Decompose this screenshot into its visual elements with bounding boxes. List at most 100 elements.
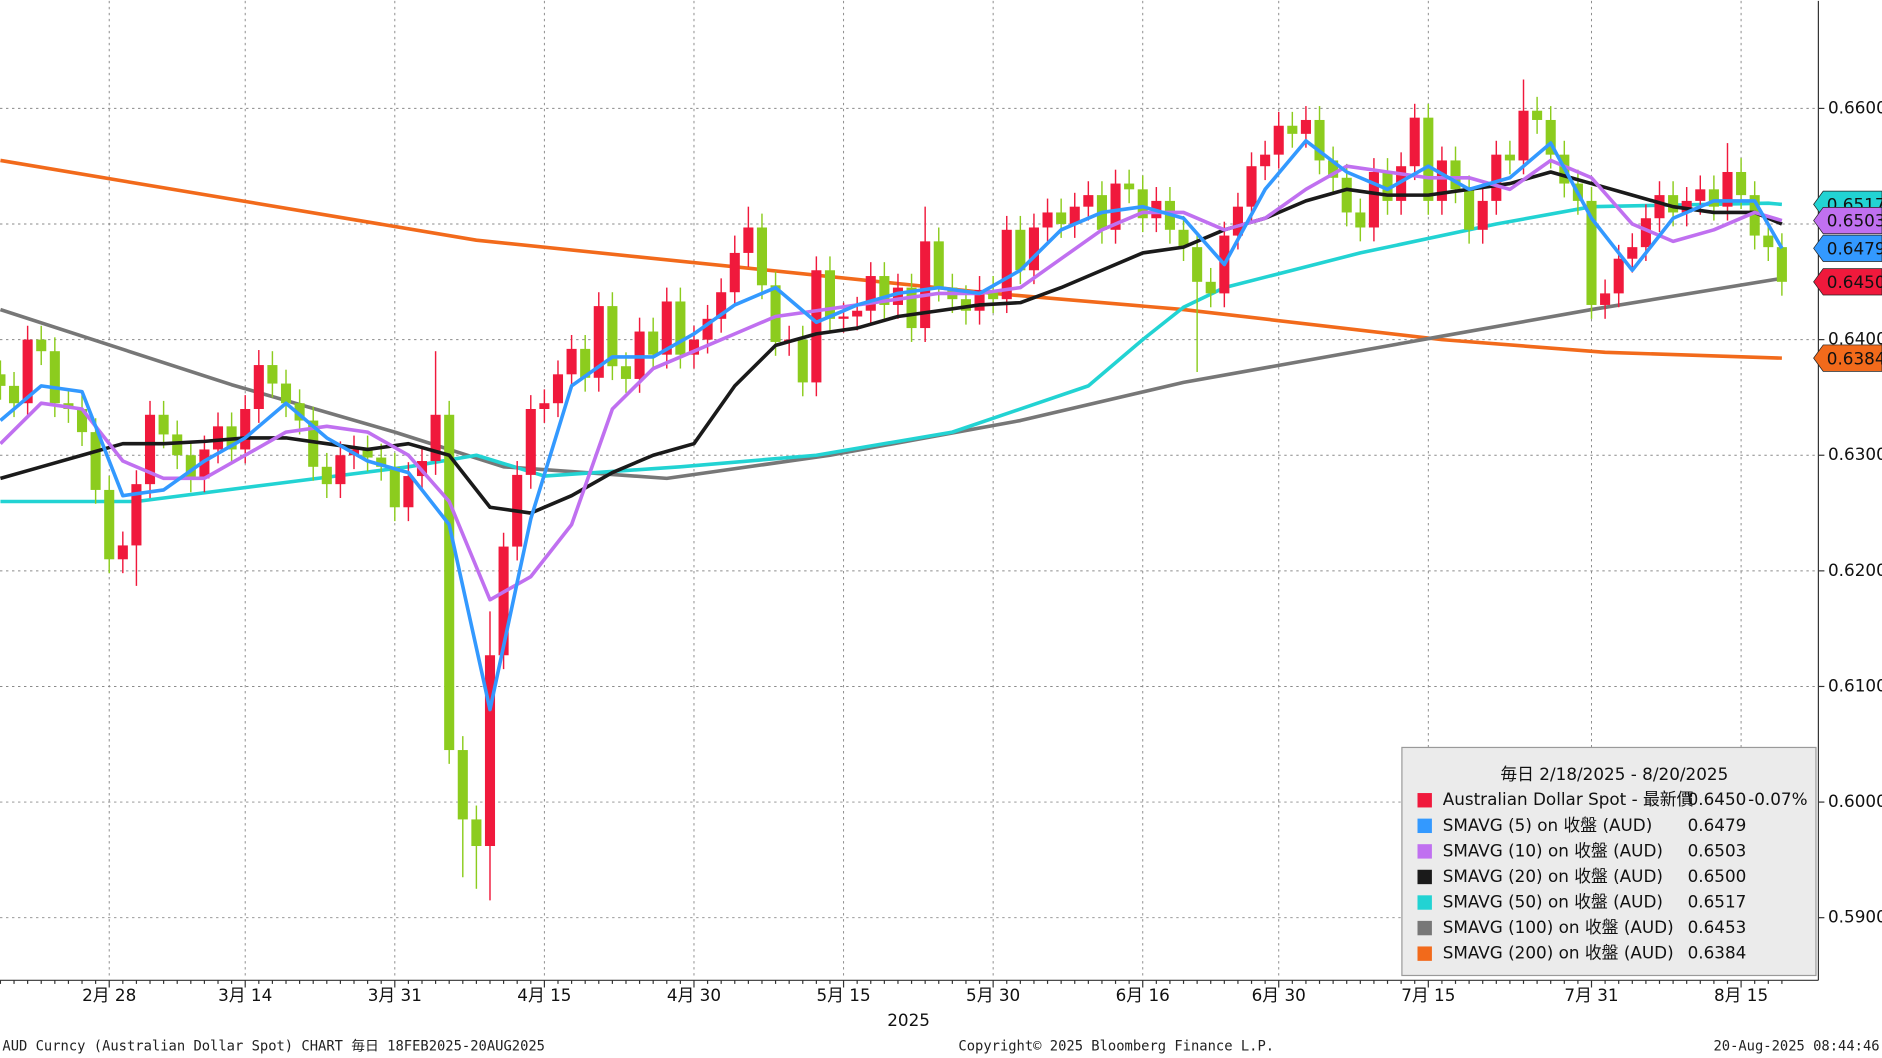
legend-value: 0.6453 xyxy=(1688,917,1747,937)
candle-body xyxy=(1763,235,1774,248)
candle-body xyxy=(743,227,754,253)
candle-body xyxy=(1586,200,1597,305)
candle-body xyxy=(1355,212,1366,228)
x-tick-label: 7月 15 xyxy=(1401,985,1455,1005)
candle-body xyxy=(1518,110,1529,161)
legend-swatch xyxy=(1417,895,1432,910)
moving-average-line xyxy=(0,158,1782,360)
legend-label: SMAVG (10) on 收盤 (AUD) xyxy=(1443,840,1663,860)
candle-body xyxy=(1287,125,1298,134)
candle-body xyxy=(280,383,292,404)
y-tick-label: 0.6400 xyxy=(1828,329,1882,349)
legend-value: 0.6503 xyxy=(1688,840,1747,860)
candle-body xyxy=(525,408,536,475)
candle-body xyxy=(1110,183,1121,230)
legend-value: 0.6517 xyxy=(1688,892,1747,912)
moving-average-line xyxy=(0,201,1783,504)
candle-body xyxy=(1015,229,1026,271)
candle-body xyxy=(1722,171,1733,207)
candle-body xyxy=(1042,212,1053,228)
moving-average-line xyxy=(0,276,1783,481)
y-tick-label: 0.6200 xyxy=(1828,560,1882,580)
candle-body xyxy=(892,287,903,305)
candle-body xyxy=(906,287,917,329)
candle-body xyxy=(1056,212,1067,225)
legend-title: 毎日 2/18/2025 - 8/20/2025 xyxy=(1500,764,1728,784)
candle-body xyxy=(661,301,672,355)
candle-body xyxy=(879,276,890,305)
candle-body xyxy=(1477,200,1488,230)
y-tick-label: 0.6600 xyxy=(1828,97,1882,117)
candle-body xyxy=(1001,229,1012,300)
candle-body xyxy=(756,227,768,286)
candle-body xyxy=(104,489,115,560)
candle-body xyxy=(1205,281,1216,294)
candle-body xyxy=(457,750,468,820)
legend-label: SMAVG (100) on 收盤 (AUD) xyxy=(1443,917,1674,937)
candle-body xyxy=(158,414,169,435)
legend-value: 0.6384 xyxy=(1688,943,1747,963)
candle-body xyxy=(253,365,264,409)
footer-left: AUD Curncy (Australian Dollar Spot) CHAR… xyxy=(2,1038,545,1054)
legend-swatch xyxy=(1417,946,1432,961)
candle-body xyxy=(1668,195,1679,213)
footer-right: 20-Aug-2025 08:44:46 xyxy=(1713,1038,1879,1054)
candle-body xyxy=(729,252,740,293)
axis-tag-label: 0.6384 xyxy=(1827,348,1882,368)
candle-body xyxy=(0,374,6,386)
axis-tag xyxy=(1813,234,1882,262)
y-tick-label: 0.6000 xyxy=(1828,791,1882,811)
legend-label: SMAVG (200) on 收盤 (AUD) xyxy=(1443,943,1674,963)
candle-body xyxy=(1192,247,1203,282)
candle-body xyxy=(1409,117,1420,167)
x-tick-label: 2月 28 xyxy=(82,985,136,1005)
x-tick-label: 8月 15 xyxy=(1714,985,1768,1005)
y-tick-label: 0.6300 xyxy=(1828,444,1882,464)
candle-body xyxy=(144,414,156,485)
candle-body xyxy=(172,434,183,456)
candle-body xyxy=(444,414,455,751)
candle-body xyxy=(960,299,971,311)
axis-tag xyxy=(1813,344,1882,372)
candle-body xyxy=(1232,206,1243,236)
y-tick-label: 0.5900 xyxy=(1828,907,1882,927)
legend-value: 0.6479 xyxy=(1688,815,1747,835)
candle-body xyxy=(620,366,632,379)
candle-body xyxy=(1695,189,1706,201)
candle-body xyxy=(1491,154,1502,201)
candle-body xyxy=(1504,154,1515,161)
footer-center: Copyright© 2025 Bloomberg Finance L.P. xyxy=(958,1038,1274,1054)
candle-body xyxy=(1178,229,1189,248)
candle-body xyxy=(117,545,128,560)
axis-tag xyxy=(1813,268,1882,296)
candle-body xyxy=(376,457,387,467)
candle-body xyxy=(1341,177,1352,213)
candle-body xyxy=(580,348,591,378)
candle-body xyxy=(716,292,727,319)
candle-body xyxy=(240,408,251,450)
candle-body xyxy=(1613,258,1624,294)
candle-body xyxy=(22,339,33,404)
axis-tag-label: 0.6450 xyxy=(1827,272,1882,292)
candle-body xyxy=(1545,119,1556,155)
candle-body xyxy=(199,449,210,479)
candle-body xyxy=(1532,110,1543,120)
legend-swatch xyxy=(1417,844,1432,859)
candle-body xyxy=(1776,247,1787,282)
moving-average-line xyxy=(0,138,1784,712)
moving-average-line xyxy=(0,158,1783,602)
candle-body xyxy=(1314,119,1325,161)
candle-body xyxy=(212,426,224,450)
candle-body xyxy=(1708,189,1719,207)
candle-body xyxy=(552,374,564,404)
candle-body xyxy=(1124,183,1135,190)
x-tick-label: 6月 30 xyxy=(1252,985,1306,1005)
candle-body xyxy=(1246,166,1257,207)
candle-body xyxy=(430,414,441,462)
candle-body xyxy=(389,466,400,508)
candle-body xyxy=(1260,154,1271,167)
candle-body xyxy=(1069,206,1080,225)
candle-body xyxy=(770,285,781,342)
legend-swatch xyxy=(1417,869,1432,885)
